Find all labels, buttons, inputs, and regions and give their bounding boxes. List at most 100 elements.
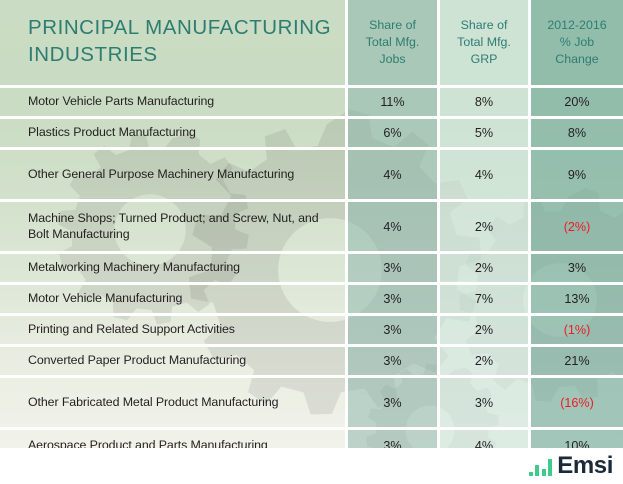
column-header-line: % Job (559, 34, 595, 49)
cell-share-grp: 2% (437, 347, 528, 378)
cell-value: 4% (383, 167, 402, 182)
cell-value: 3% (383, 323, 402, 337)
industry-name: Machine Shops; Turned Product; and Screw… (28, 210, 319, 241)
cell-value: 13% (564, 292, 590, 306)
cell-share-jobs: 3% (345, 316, 437, 347)
cell-share-jobs: 3% (345, 285, 437, 316)
cell-share-jobs: 6% (345, 119, 437, 150)
cell-share-jobs: 4% (345, 150, 437, 202)
industry-name: Aerospace Product and Parts Manufacturin… (28, 437, 268, 448)
cell-share-grp: 2% (437, 202, 528, 254)
cell-job-change: 9% (528, 150, 623, 202)
cell-share-grp: 8% (437, 88, 528, 119)
cell-share-jobs: 3% (345, 254, 437, 285)
cell-job-change: (1%) (528, 316, 623, 347)
cell-value: (2%) (563, 219, 591, 234)
table-container: PRINCIPAL MANUFACTURING INDUSTRIES Share… (0, 0, 623, 448)
cell-job-change: (2%) (528, 202, 623, 254)
cell-value: 6% (383, 126, 402, 140)
column-header-share-grp: Share of Total Mfg. GRP (437, 0, 528, 88)
table-row: Printing and Related Support Activities (0, 316, 345, 347)
industry-name: Converted Paper Product Manufacturing (28, 353, 247, 368)
cell-job-change: 3% (528, 254, 623, 285)
column-header-share-jobs: Share of Total Mfg. Jobs (345, 0, 437, 88)
emsi-wordmark: Emsi (557, 451, 613, 479)
cell-share-jobs: 3% (345, 347, 437, 378)
cell-value: 5% (474, 126, 494, 140)
cell-share-jobs: 3% (345, 430, 437, 448)
column-header-line: Jobs (379, 52, 406, 67)
cell-value: (1%) (563, 323, 591, 337)
table-row: Machine Shops; Turned Product; and Screw… (0, 202, 345, 254)
page-title: PRINCIPAL MANUFACTURING INDUSTRIES (0, 0, 345, 88)
cell-value: (16%) (560, 395, 594, 410)
cell-value: 4% (383, 219, 402, 234)
cell-job-change: (16%) (528, 378, 623, 430)
cell-value: 3% (383, 261, 402, 275)
cell-value: 20% (564, 95, 590, 109)
cell-job-change: 8% (528, 119, 623, 150)
table-row: Motor Vehicle Parts Manufacturing (0, 88, 345, 119)
cell-share-grp: 4% (437, 430, 528, 448)
cell-value: 2% (474, 261, 494, 275)
table-row: Other Fabricated Metal Product Manufactu… (0, 378, 345, 430)
industry-name: Plastics Product Manufacturing (28, 125, 196, 140)
cell-job-change: 10% (528, 430, 623, 448)
cell-value: 7% (474, 292, 494, 306)
emsi-bars-logo-icon (528, 456, 553, 477)
cell-share-jobs: 3% (345, 378, 437, 430)
data-grid: PRINCIPAL MANUFACTURING INDUSTRIES Share… (0, 0, 623, 448)
column-header-line: Share of (369, 17, 416, 32)
cell-share-grp: 3% (437, 378, 528, 430)
cell-value: 3% (383, 292, 402, 306)
cell-value: 11% (380, 95, 405, 109)
emsi-logo: Emsi (528, 449, 613, 479)
cell-value: 2% (474, 219, 494, 234)
cell-value: 8% (474, 95, 494, 109)
column-header-line: Change (555, 52, 599, 67)
cell-share-grp: 5% (437, 119, 528, 150)
cell-value: 3% (567, 261, 587, 275)
cell-value: 4% (474, 167, 494, 182)
cell-share-grp: 2% (437, 316, 528, 347)
cell-job-change: 20% (528, 88, 623, 119)
cell-value: 8% (567, 126, 587, 140)
table-row: Aerospace Product and Parts Manufacturin… (0, 430, 345, 448)
cell-job-change: 13% (528, 285, 623, 316)
cell-share-jobs: 11% (345, 88, 437, 119)
table-row: Converted Paper Product Manufacturing (0, 347, 345, 378)
cell-share-grp: 4% (437, 150, 528, 202)
table-title-text: PRINCIPAL MANUFACTURING INDUSTRIES (28, 16, 332, 67)
industry-name: Motor Vehicle Manufacturing (28, 291, 183, 306)
column-header-job-change: 2012-2016 % Job Change (528, 0, 623, 88)
cell-share-grp: 7% (437, 285, 528, 316)
cell-job-change: 21% (528, 347, 623, 378)
cell-share-grp: 2% (437, 254, 528, 285)
cell-value: 10% (564, 438, 590, 449)
cell-value: 21% (564, 354, 590, 368)
column-header-line: GRP (470, 52, 498, 67)
industry-name: Motor Vehicle Parts Manufacturing (28, 94, 215, 109)
cell-value: 3% (474, 395, 494, 410)
table-row: Metalworking Machinery Manufacturing (0, 254, 345, 285)
column-header-line: 2012-2016 (547, 17, 607, 32)
cell-share-jobs: 4% (345, 202, 437, 254)
column-header-line: Share of (460, 17, 508, 32)
industry-name: Other General Purpose Machinery Manufact… (28, 166, 295, 181)
table-row: Plastics Product Manufacturing (0, 119, 345, 150)
cell-value: 4% (474, 438, 494, 449)
table-row: Other General Purpose Machinery Manufact… (0, 150, 345, 202)
column-header-line: Total Mfg. (365, 34, 420, 49)
cell-value: 3% (383, 354, 402, 368)
industry-name: Other Fabricated Metal Product Manufactu… (28, 394, 279, 409)
industry-name: Printing and Related Support Activities (28, 322, 235, 337)
table-row: Motor Vehicle Manufacturing (0, 285, 345, 316)
column-header-line: Total Mfg. (457, 34, 511, 49)
industry-name: Metalworking Machinery Manufacturing (28, 260, 240, 275)
cell-value: 9% (567, 167, 587, 182)
cell-value: 2% (474, 354, 494, 368)
cell-value: 3% (383, 395, 402, 410)
cell-value: 3% (383, 438, 402, 449)
cell-value: 2% (474, 323, 494, 337)
